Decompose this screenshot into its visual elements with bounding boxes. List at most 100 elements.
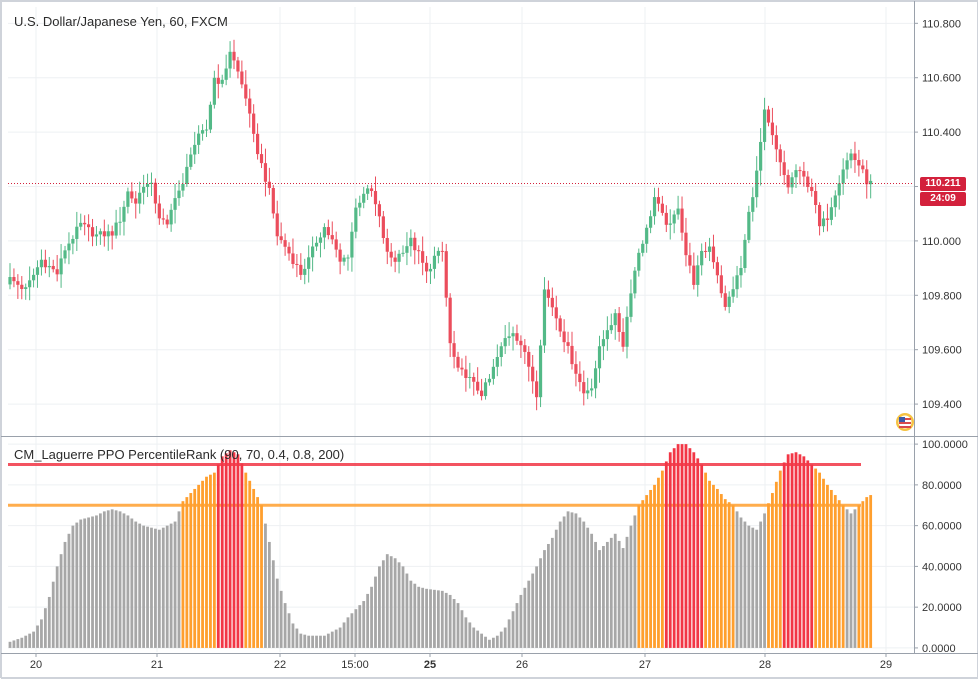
indicator-bar: [280, 591, 283, 648]
candle-body: [563, 331, 566, 342]
candle-body: [460, 368, 463, 370]
indicator-bar: [555, 530, 558, 648]
candle-body: [59, 258, 62, 274]
indicator-bar: [500, 632, 503, 648]
indicator-bar: [146, 527, 149, 648]
candle-body: [260, 154, 263, 163]
indicator-bar: [468, 622, 471, 647]
indicator-bar: [508, 619, 511, 648]
indicator-bar: [535, 566, 538, 648]
indicator-bar: [327, 634, 330, 648]
indicator-bar: [213, 473, 216, 648]
time-tick-label: 22: [274, 659, 286, 671]
indicator-bar: [669, 452, 672, 648]
indicator-bar: [91, 516, 94, 647]
indicator-bar: [449, 595, 452, 648]
indicator-bar: [681, 444, 684, 648]
indicator-bar: [319, 636, 322, 648]
indicator-bar: [802, 456, 805, 648]
indicator-bar: [374, 577, 377, 648]
indicator-bar: [315, 636, 318, 648]
candle-body: [618, 313, 621, 332]
candle-body: [763, 110, 766, 142]
indicator-bar: [264, 524, 267, 648]
candle-body: [342, 258, 345, 262]
indicator-bar: [547, 544, 550, 648]
candle-body: [52, 266, 55, 269]
candle-body: [838, 183, 841, 195]
candle-body: [783, 162, 786, 175]
indicator-bar: [712, 485, 715, 648]
candle-body: [303, 269, 306, 275]
indicator-bar: [185, 497, 188, 648]
indicator-bar: [174, 522, 177, 648]
candle-body: [107, 231, 110, 236]
candle-body: [134, 198, 137, 203]
candle-body: [449, 298, 452, 343]
candle-body: [456, 357, 459, 368]
indicator-bar: [578, 517, 581, 647]
candle-body: [154, 183, 157, 204]
indicator-bar: [221, 456, 224, 648]
indicator-bar: [716, 489, 719, 648]
candle-body: [452, 343, 455, 357]
candle-body: [531, 367, 534, 382]
indicator-bar: [492, 638, 495, 648]
indicator-bar: [677, 444, 680, 648]
time-tick-label: 20: [30, 659, 42, 671]
candle-body: [75, 227, 78, 239]
candle-body: [405, 246, 408, 253]
candle-body: [71, 239, 74, 244]
indicator-bar: [343, 622, 346, 647]
indicator-bar: [111, 509, 114, 648]
candle-body: [771, 123, 774, 136]
indicator-bar: [292, 623, 295, 647]
candle-body: [28, 280, 31, 287]
indicator-bar: [441, 591, 444, 648]
candle-body: [87, 224, 90, 227]
indicator-bar: [394, 558, 397, 648]
indicator-bar: [512, 611, 515, 648]
candle-body: [118, 222, 121, 223]
indicator-bar: [87, 517, 90, 647]
candle-body: [830, 207, 833, 220]
candle-body: [735, 275, 738, 289]
candle-body: [244, 84, 247, 98]
indicator-bar: [594, 542, 597, 648]
indicator-bar: [696, 458, 699, 648]
indicator-bar: [523, 588, 526, 648]
indicator-bar: [142, 526, 145, 648]
indicator-tick-label: 100.0000: [922, 439, 968, 451]
candle-body: [716, 262, 719, 275]
candle-body: [712, 247, 715, 263]
indicator-bar: [182, 501, 185, 648]
flag-icon[interactable]: [896, 413, 914, 431]
indicator-bar: [162, 528, 165, 648]
indicator-bar: [276, 579, 279, 648]
candle-body: [83, 223, 86, 224]
candle-body: [166, 220, 169, 225]
candle-body: [67, 244, 70, 251]
candle-body: [350, 232, 353, 258]
candle-body: [24, 287, 27, 289]
indicator-bar: [75, 523, 78, 648]
indicator-bar: [272, 560, 275, 648]
candle-body: [559, 318, 562, 331]
candle-body: [751, 197, 754, 212]
candle-body: [515, 333, 518, 341]
candle-body: [287, 247, 290, 254]
candle-body: [826, 218, 829, 219]
indicator-bar: [720, 494, 723, 648]
indicator-bar: [425, 589, 428, 648]
candle-body: [488, 379, 491, 382]
indicator-bar: [398, 562, 401, 648]
indicator-bar: [119, 511, 122, 648]
candle-body: [79, 223, 82, 227]
indicator-tick-label: 40.0000: [922, 561, 962, 573]
indicator-bar: [854, 509, 857, 648]
indicator-bar: [382, 560, 385, 648]
candle-body: [327, 227, 330, 235]
candle-body: [213, 78, 216, 105]
